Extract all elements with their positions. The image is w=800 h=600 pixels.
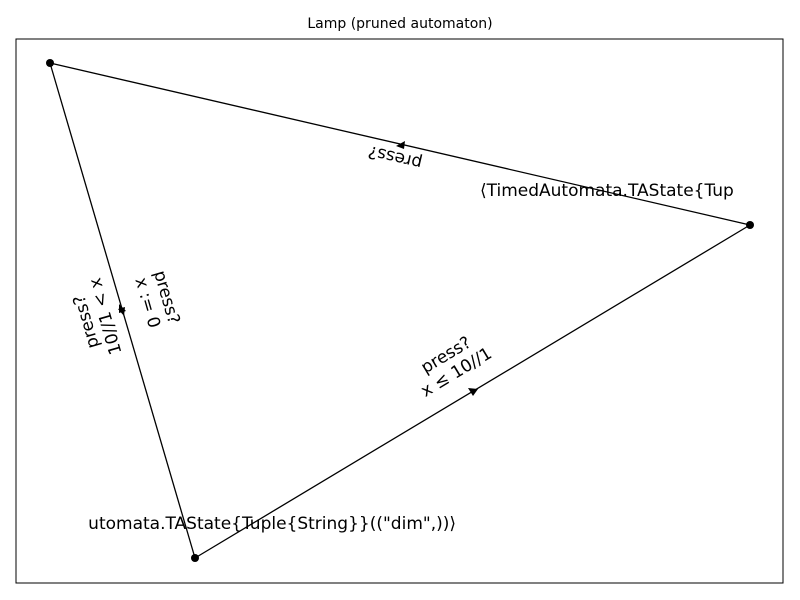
node-label-bottom: utomata.TAState{Tuple{String}}(("dim",))… — [88, 514, 456, 534]
node-right — [746, 221, 754, 229]
edge-label-top-to-bottom: press? x := 0 — [130, 268, 183, 330]
edge-label-line: press? — [366, 141, 424, 173]
arrowhead-bottom-to-right — [468, 388, 478, 396]
node-bottom — [191, 554, 199, 562]
arrowhead-bottom-to-top — [119, 304, 126, 313]
edge-label-bottom-to-top: press? 10//1 < x — [70, 275, 127, 356]
plot-frame — [15, 38, 784, 584]
arrowhead-right-to-top — [396, 141, 405, 149]
edge-label-right-to-top: press? — [366, 141, 424, 173]
diagram-title: Lamp (pruned automaton) — [307, 16, 493, 32]
node-top-left — [46, 59, 54, 67]
node-label-right: ⟨TimedAutomata.TAState{Tup — [480, 181, 734, 201]
edge-label-bottom-to-right: press? x ≤ 10//1 — [418, 333, 496, 402]
